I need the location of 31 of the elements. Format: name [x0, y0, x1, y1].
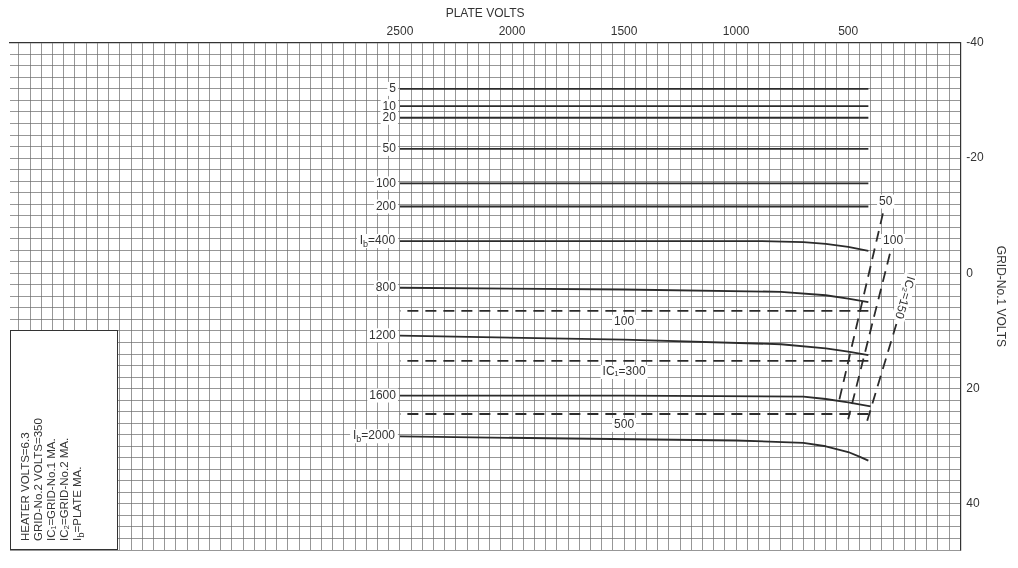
y-tick-label: -20 — [966, 150, 984, 165]
x-tick-label: 1500 — [610, 23, 638, 38]
annotation: 5 — [389, 81, 397, 96]
y-tick-label: -40 — [966, 35, 984, 50]
x-tick-label: 2000 — [498, 23, 526, 38]
annotation: 100 — [883, 233, 904, 248]
annotation: 1600 — [369, 387, 397, 402]
x-tick-label: 2500 — [386, 23, 414, 38]
y-tick-label: 40 — [966, 496, 980, 511]
annotation: 100 — [614, 314, 635, 329]
y-tick-label: 20 — [966, 380, 980, 395]
annotation: 800 — [375, 279, 397, 294]
x-axis-title: PLATE VOLTS — [445, 5, 525, 20]
x-tick-label: 500 — [838, 23, 859, 38]
x-tick-label: 1000 — [722, 23, 750, 38]
annotation: IC₁=300 — [602, 364, 646, 379]
annotation: IC₂=150 — [891, 274, 919, 321]
annotation: 1200 — [369, 327, 397, 342]
y-axis-title: GRID-No.1 VOLTS — [994, 245, 1009, 347]
annotation: IC₂=GRID-No.2 MA. — [58, 436, 71, 541]
annotation: 500 — [614, 417, 635, 432]
annotation: 200 — [375, 198, 397, 213]
annotation: 100 — [375, 175, 397, 190]
annotation: 10 — [382, 98, 397, 113]
annotation: HEATER VOLTS=6.3 — [19, 431, 32, 541]
y-tick-label: 0 — [966, 265, 974, 280]
annotation: GRID-No.2 VOLTS=350 — [32, 417, 45, 541]
annotation: IC₁=GRID-No.1 MA. — [45, 437, 58, 541]
annotation: 50 — [879, 193, 893, 208]
annotation: 20 — [382, 110, 397, 125]
annotation: 50 — [382, 141, 397, 156]
